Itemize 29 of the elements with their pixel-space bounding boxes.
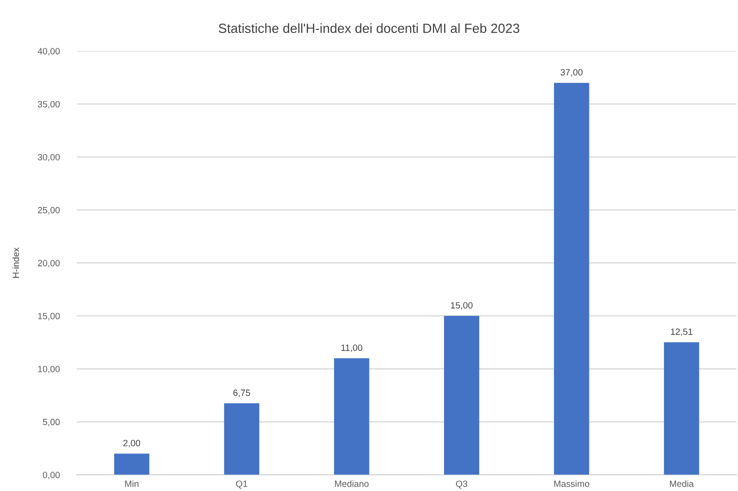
- data-label: 11,00: [341, 344, 362, 352]
- x-tick-label: Min: [125, 480, 138, 487]
- x-tick-label: Media: [670, 480, 694, 487]
- bar: [444, 316, 480, 475]
- bar: [554, 82, 590, 475]
- y-tick-label: 20,00: [38, 260, 60, 268]
- data-label: 2,00: [123, 440, 140, 448]
- y-tick-label: 10,00: [38, 366, 60, 374]
- y-tick-label: 0,00: [42, 472, 60, 480]
- bar: [334, 358, 370, 475]
- y-tick-label: 40,00: [38, 48, 60, 56]
- data-label: 37,00: [560, 69, 583, 77]
- y-tick-label: 25,00: [38, 206, 60, 214]
- data-label: 12,51: [670, 328, 692, 336]
- data-label: 15,00: [451, 302, 473, 310]
- x-tick-label: Mediano: [335, 480, 369, 487]
- data-label: 6,75: [233, 390, 250, 398]
- bar: [224, 403, 260, 475]
- y-tick-label: 30,00: [38, 154, 60, 162]
- bar: [114, 454, 150, 475]
- x-tick-label: Q1: [236, 480, 248, 489]
- y-tick-label: 15,00: [38, 312, 60, 320]
- y-tick-label: 35,00: [38, 101, 60, 108]
- bar: [664, 342, 700, 475]
- x-tick-label: Massimo: [554, 480, 590, 487]
- chart-title: Statistiche dell'H-index dei docenti DMI al Feb 2023: [218, 23, 520, 33]
- y-tick-label: 5,00: [42, 418, 60, 426]
- y-axis-title: H-index: [12, 247, 20, 278]
- x-tick-label: Q3: [456, 480, 468, 489]
